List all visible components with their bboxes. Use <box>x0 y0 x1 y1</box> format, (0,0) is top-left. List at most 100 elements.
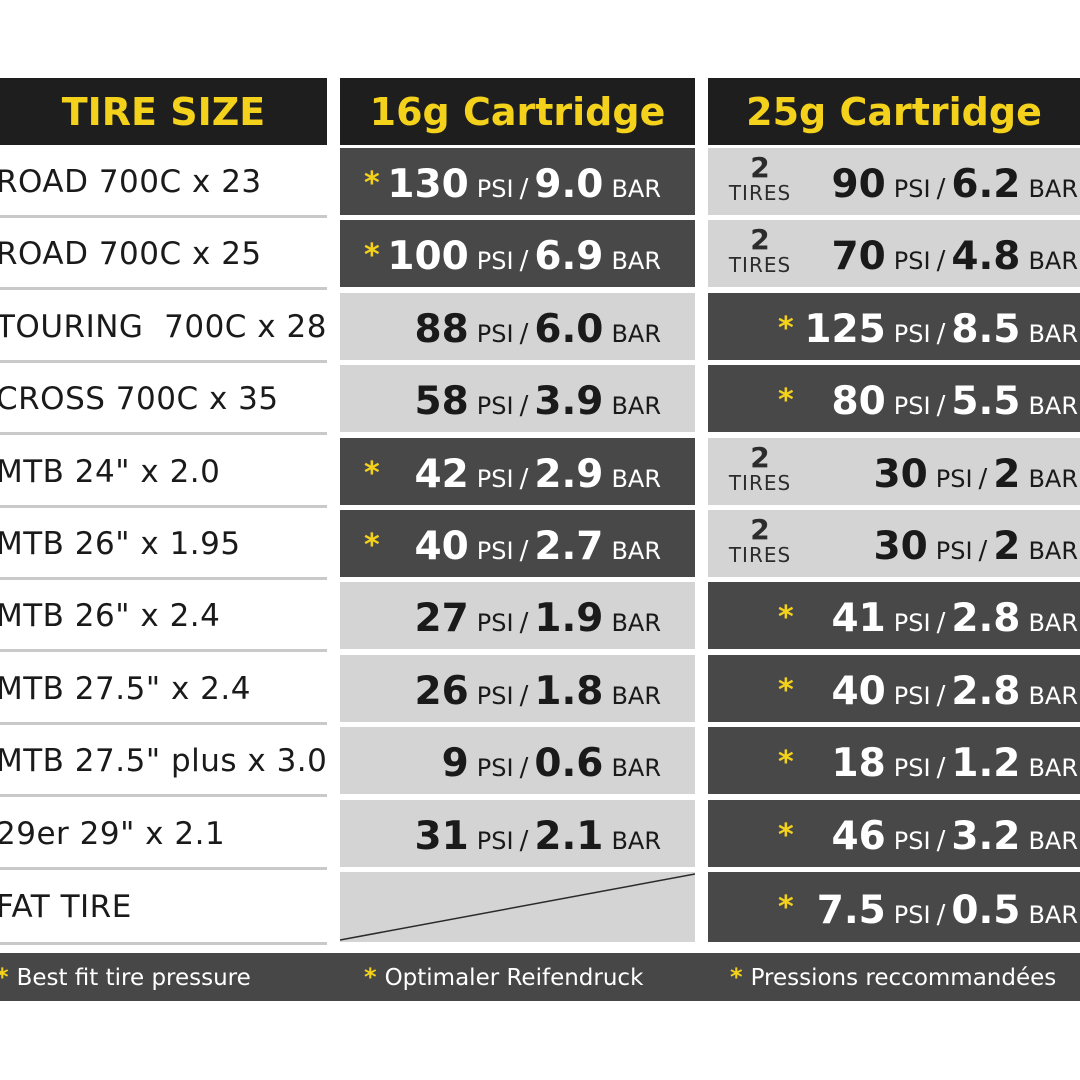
separator: / <box>936 608 946 638</box>
two-tires-badge: 2 TIRES <box>720 441 800 495</box>
bar-value: 2.8 <box>951 669 1021 714</box>
psi-unit: PSI <box>893 827 931 855</box>
legend-item-en: * Best fit tire pressure <box>0 963 251 991</box>
bar-unit: BAR <box>611 827 661 855</box>
separator: / <box>936 391 946 421</box>
psi-unit: PSI <box>476 537 514 565</box>
psi-value: 30 <box>873 524 928 569</box>
two-tires-count: 2 <box>750 441 770 474</box>
pressure-value: 58 PSI/3.9 BAR <box>415 365 662 432</box>
tire-size-cell: MTB 26" x 1.95 <box>0 510 327 580</box>
psi-unit: PSI <box>935 465 973 493</box>
tire-size-cell: TOURING 700C x 28 <box>0 293 327 363</box>
bar-unit: BAR <box>611 320 661 348</box>
pressure-value: 7.5 PSI/0.5 BAR <box>817 874 1078 941</box>
bar-unit: BAR <box>611 682 661 710</box>
bar-value: 6.0 <box>534 307 604 352</box>
cartridge-16g-cell <box>340 872 695 942</box>
bar-value: 2.9 <box>534 452 604 497</box>
psi-value: 31 <box>414 814 469 859</box>
pressure-value: 46 PSI/3.2 BAR <box>832 800 1079 867</box>
star-icon: * <box>364 528 380 563</box>
bar-unit: BAR <box>1028 320 1078 348</box>
tire-size-cell: MTB 27.5" plus x 3.0 <box>0 727 327 797</box>
bar-value: 6.9 <box>534 234 604 279</box>
separator: / <box>936 246 946 276</box>
cartridge-16g-cell: * 40 PSI/2.7 BAR <box>340 510 695 577</box>
cartridge-25g-cell: 2 TIRES 30 PSI/2 BAR <box>708 438 1080 505</box>
two-tires-badge: 2 TIRES <box>720 226 800 277</box>
pressure-value: 80 PSI/5.5 BAR <box>832 365 1079 432</box>
cartridge-25g-cell: 2 TIRES 90 PSI/6.2 BAR <box>708 148 1080 215</box>
psi-unit: PSI <box>893 175 931 203</box>
bar-unit: BAR <box>1028 827 1078 855</box>
separator: / <box>978 464 988 494</box>
bar-value: 1.9 <box>534 596 604 641</box>
psi-unit: PSI <box>893 247 931 275</box>
tire-size-label: CROSS 700C x 35 <box>0 380 279 417</box>
tire-size-cell: FAT TIRE <box>0 872 327 945</box>
bar-value: 2.8 <box>951 596 1021 641</box>
tire-size-label: ROAD 700C x 25 <box>0 235 262 272</box>
pressure-value: 70 PSI/4.8 BAR <box>832 220 1079 287</box>
tire-size-label: ROAD 700C x 23 <box>0 163 262 200</box>
star-icon: * <box>778 818 794 853</box>
separator: / <box>519 464 529 494</box>
star-icon: * <box>730 963 743 991</box>
star-icon: * <box>364 238 380 273</box>
pressure-value: 88 PSI/6.0 BAR <box>415 293 662 360</box>
bar-unit: BAR <box>1028 537 1078 565</box>
tire-size-cell: MTB 27.5" x 2.4 <box>0 655 327 725</box>
two-tires-badge: 2 TIRES <box>720 151 800 205</box>
psi-unit: PSI <box>893 320 931 348</box>
tire-size-cell: MTB 24" x 2.0 <box>0 438 327 508</box>
two-tires-label: TIRES <box>728 543 792 567</box>
two-tires-label: TIRES <box>728 253 792 277</box>
bar-unit: BAR <box>611 754 661 782</box>
psi-unit: PSI <box>893 754 931 782</box>
bar-unit: BAR <box>611 392 661 420</box>
separator: / <box>936 681 946 711</box>
bar-value: 6.2 <box>951 162 1021 207</box>
separator: / <box>936 319 946 349</box>
psi-unit: PSI <box>893 392 931 420</box>
psi-value: 41 <box>831 596 886 641</box>
pressure-value: 27 PSI/1.9 BAR <box>415 582 662 649</box>
cartridge-25g-cell: * 18 PSI/1.2 BAR <box>708 727 1080 794</box>
two-tires-count: 2 <box>750 151 770 184</box>
cartridge-16g-cell: * 130 PSI/9.0 BAR <box>340 148 695 215</box>
cartridge-25g-cell: * 125 PSI/8.5 BAR <box>708 293 1080 360</box>
separator: / <box>519 826 529 856</box>
bar-unit: BAR <box>611 465 661 493</box>
bar-unit: BAR <box>1028 175 1078 203</box>
psi-value: 130 <box>387 162 469 207</box>
psi-unit: PSI <box>893 609 931 637</box>
pressure-value: 30 PSI/2 BAR <box>873 510 1078 577</box>
psi-value: 46 <box>831 814 886 859</box>
psi-unit: PSI <box>893 901 931 929</box>
tire-size-label: MTB 24" x 2.0 <box>0 453 221 490</box>
psi-unit: PSI <box>476 609 514 637</box>
psi-value: 9 <box>441 741 469 786</box>
star-icon: * <box>778 673 794 708</box>
tire-size-label: TOURING 700C x 28 <box>0 308 327 345</box>
bar-value: 9.0 <box>534 162 604 207</box>
header-25g-label: 25g Cartridge <box>746 89 1042 134</box>
bar-value: 5.5 <box>951 379 1021 424</box>
bar-unit: BAR <box>1028 754 1078 782</box>
psi-value: 26 <box>414 669 469 714</box>
bar-value: 4.8 <box>951 234 1021 279</box>
psi-value: 88 <box>414 307 469 352</box>
psi-unit: PSI <box>893 682 931 710</box>
separator: / <box>519 391 529 421</box>
tire-size-label: 29er 29" x 2.1 <box>0 815 226 852</box>
separator: / <box>936 753 946 783</box>
psi-value: 30 <box>873 452 928 497</box>
bar-unit: BAR <box>1028 247 1078 275</box>
tire-size-label: MTB 26" x 2.4 <box>0 597 221 634</box>
pressure-value: 30 PSI/2 BAR <box>873 438 1078 505</box>
psi-value: 40 <box>831 669 886 714</box>
psi-unit: PSI <box>476 392 514 420</box>
header-16g-label: 16g Cartridge <box>369 89 666 134</box>
header-tire-size: TIRE SIZE <box>0 78 327 145</box>
